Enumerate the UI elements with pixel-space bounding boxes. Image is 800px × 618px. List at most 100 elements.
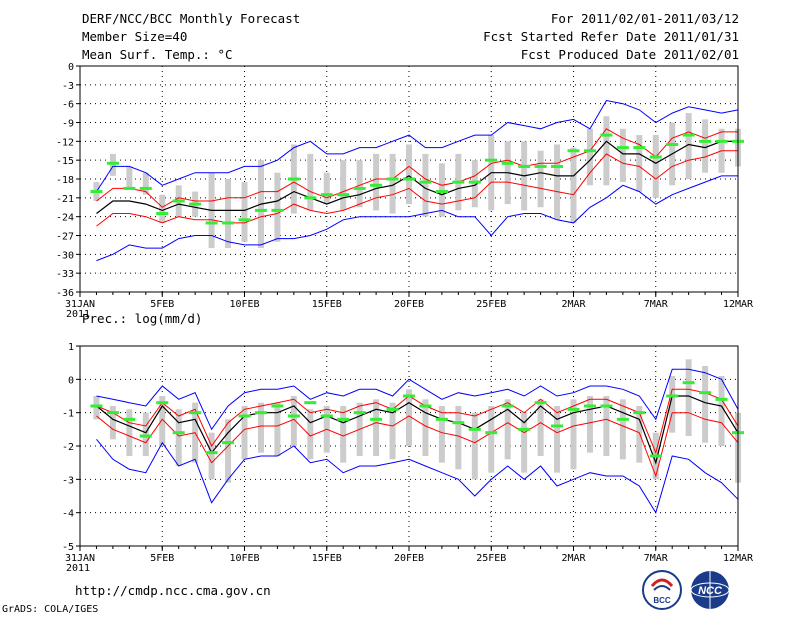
panel1-spread-box bbox=[142, 172, 149, 195]
panel1-ytick-label: -9 bbox=[62, 119, 74, 130]
grads-credit: GrADS: COLA/IGES bbox=[2, 604, 99, 615]
panel1-spread-box bbox=[323, 172, 330, 205]
panel2-xtick-label: 10FEB bbox=[229, 553, 259, 564]
panel2-ytick-label: -4 bbox=[62, 509, 74, 520]
panel2-ytick-label: 0 bbox=[68, 375, 74, 386]
panel1-series-min bbox=[96, 175, 738, 262]
panel1-ytick-label: -36 bbox=[56, 288, 74, 299]
panel1-spread-box bbox=[570, 147, 577, 223]
panel1-xtick-label: 25FEB bbox=[476, 299, 506, 310]
panel1-xtick-label: 10FEB bbox=[229, 299, 259, 310]
panel1-ytick-label: -27 bbox=[56, 232, 74, 243]
panel1-spread-box bbox=[225, 179, 232, 249]
ncc-logo-text: NCC bbox=[698, 585, 723, 597]
panel1-spread-box bbox=[340, 160, 347, 211]
panel2-spread-box bbox=[126, 409, 133, 456]
bcc-logo-icon: BCC bbox=[642, 570, 682, 610]
panel2-spread-box bbox=[109, 406, 116, 440]
panel1-spread-box bbox=[241, 182, 248, 242]
panel2-series-mean bbox=[96, 395, 739, 465]
panel2-xtick-label: 7MAR bbox=[644, 553, 669, 564]
member-size-label: Member Size=40 bbox=[82, 29, 188, 44]
panel2-spread-box bbox=[685, 359, 692, 436]
panel1-xtick-label: 2MAR bbox=[561, 299, 586, 310]
panel2-spread-box bbox=[521, 412, 528, 473]
panel1-spread-box bbox=[685, 113, 692, 179]
panel2-spread-box bbox=[373, 399, 380, 456]
panel1-ytick-label: -33 bbox=[56, 269, 74, 280]
panel2-spread-box bbox=[175, 409, 182, 466]
panel2-spread-box bbox=[603, 396, 610, 456]
panel2-spread-box bbox=[93, 396, 100, 420]
panel2-xtick-label: 15FEB bbox=[312, 553, 342, 564]
panel1-ytick-label: -15 bbox=[56, 156, 74, 167]
panel2-spread-box bbox=[438, 406, 445, 463]
panel1-spread-box bbox=[109, 153, 116, 176]
panel2-spread-box bbox=[274, 402, 281, 456]
panel2-spread-box bbox=[488, 406, 495, 473]
panel1-xtick-label: 5FEB bbox=[150, 299, 174, 310]
panel2-spread-box bbox=[702, 366, 709, 443]
panel2-spread-box bbox=[669, 376, 676, 433]
panel1-spread-box bbox=[471, 160, 478, 208]
panel2-xtick-label: 5FEB bbox=[150, 553, 174, 564]
chart-title: DERF/NCC/BCC Monthly Forecast bbox=[82, 11, 301, 26]
panel2-ytick-label: -3 bbox=[62, 475, 74, 486]
panel2-spread-box bbox=[290, 396, 297, 446]
panel2-spread-box bbox=[307, 409, 314, 460]
panel1-xtick-label: 15FEB bbox=[312, 299, 342, 310]
panel1-spread-box bbox=[586, 128, 593, 186]
precip-panel-label: Prec.: log(mm/d) bbox=[82, 311, 202, 326]
panel1-spread-box bbox=[373, 153, 380, 211]
panel2-spread-box bbox=[257, 402, 264, 453]
panel1-ytick-label: -12 bbox=[56, 137, 74, 148]
panel1-spread-box bbox=[307, 153, 314, 211]
panel2-xtick-label: 31JAN bbox=[65, 553, 95, 564]
panel1-ytick-label: -18 bbox=[56, 175, 74, 186]
panel1-series-lower bbox=[96, 150, 738, 227]
panel1-spread-box bbox=[702, 119, 709, 173]
panel2-year-label: 2011 bbox=[66, 563, 90, 574]
panel1-spread-box bbox=[406, 144, 412, 205]
panel1-year-label: 2011 bbox=[66, 309, 90, 320]
panel2-ytick-label: -1 bbox=[62, 409, 74, 420]
panel2-spread-box bbox=[718, 376, 725, 446]
ncc-logo-icon: NCC bbox=[690, 571, 730, 609]
panel1-xtick-label: 20FEB bbox=[394, 299, 424, 310]
panel1-spread-box bbox=[537, 150, 544, 208]
source-url[interactable]: http://cmdp.ncc.cma.gov.cn bbox=[75, 583, 271, 598]
panel2-ytick-label: -5 bbox=[62, 542, 74, 553]
panel2-xtick-label: 20FEB bbox=[394, 553, 424, 564]
panel1-spread-box bbox=[126, 166, 133, 189]
temperature-panel-label: Mean Surf. Temp.: °C bbox=[82, 47, 233, 62]
panel2-xtick-label: 25FEB bbox=[476, 553, 506, 564]
panel2-series-upper bbox=[96, 388, 739, 455]
panel2-spread-box bbox=[504, 399, 511, 460]
panel1-spread-box bbox=[554, 144, 561, 220]
institution-logos: BCC NCC bbox=[642, 570, 730, 610]
panel2-spread-box bbox=[554, 406, 561, 473]
panel2-spread-box bbox=[619, 399, 626, 460]
panel2-spread-box bbox=[537, 399, 544, 456]
panel2-spread-box bbox=[225, 419, 232, 483]
panel1-series-max bbox=[96, 99, 739, 192]
panel2-spread-box bbox=[422, 399, 429, 456]
panel2-spread-box bbox=[389, 402, 396, 460]
panel2-series-min bbox=[96, 438, 739, 514]
panel1-ytick-label: -24 bbox=[56, 213, 74, 224]
panel2-spread-box bbox=[142, 412, 149, 456]
panel1-ytick-label: -6 bbox=[62, 100, 74, 111]
panel2-spread-box bbox=[570, 399, 577, 470]
panel2-ytick-label: -2 bbox=[62, 442, 74, 453]
panel1-spread-box bbox=[422, 153, 429, 217]
panel1-xtick-label: 31JAN bbox=[65, 299, 95, 310]
panel1-ytick-label: 0 bbox=[68, 62, 74, 73]
panel1-spread-box bbox=[652, 135, 659, 198]
panel2-spread-box bbox=[340, 406, 347, 463]
panel2-xtick-label: 2MAR bbox=[561, 553, 586, 564]
panel2-spread-box bbox=[208, 432, 215, 480]
forecast-started-date: Fcst Started Refer Date 2011/01/31 bbox=[483, 29, 739, 44]
panel2-spread-box bbox=[471, 412, 478, 480]
panel2-ytick-label: 1 bbox=[68, 342, 74, 353]
